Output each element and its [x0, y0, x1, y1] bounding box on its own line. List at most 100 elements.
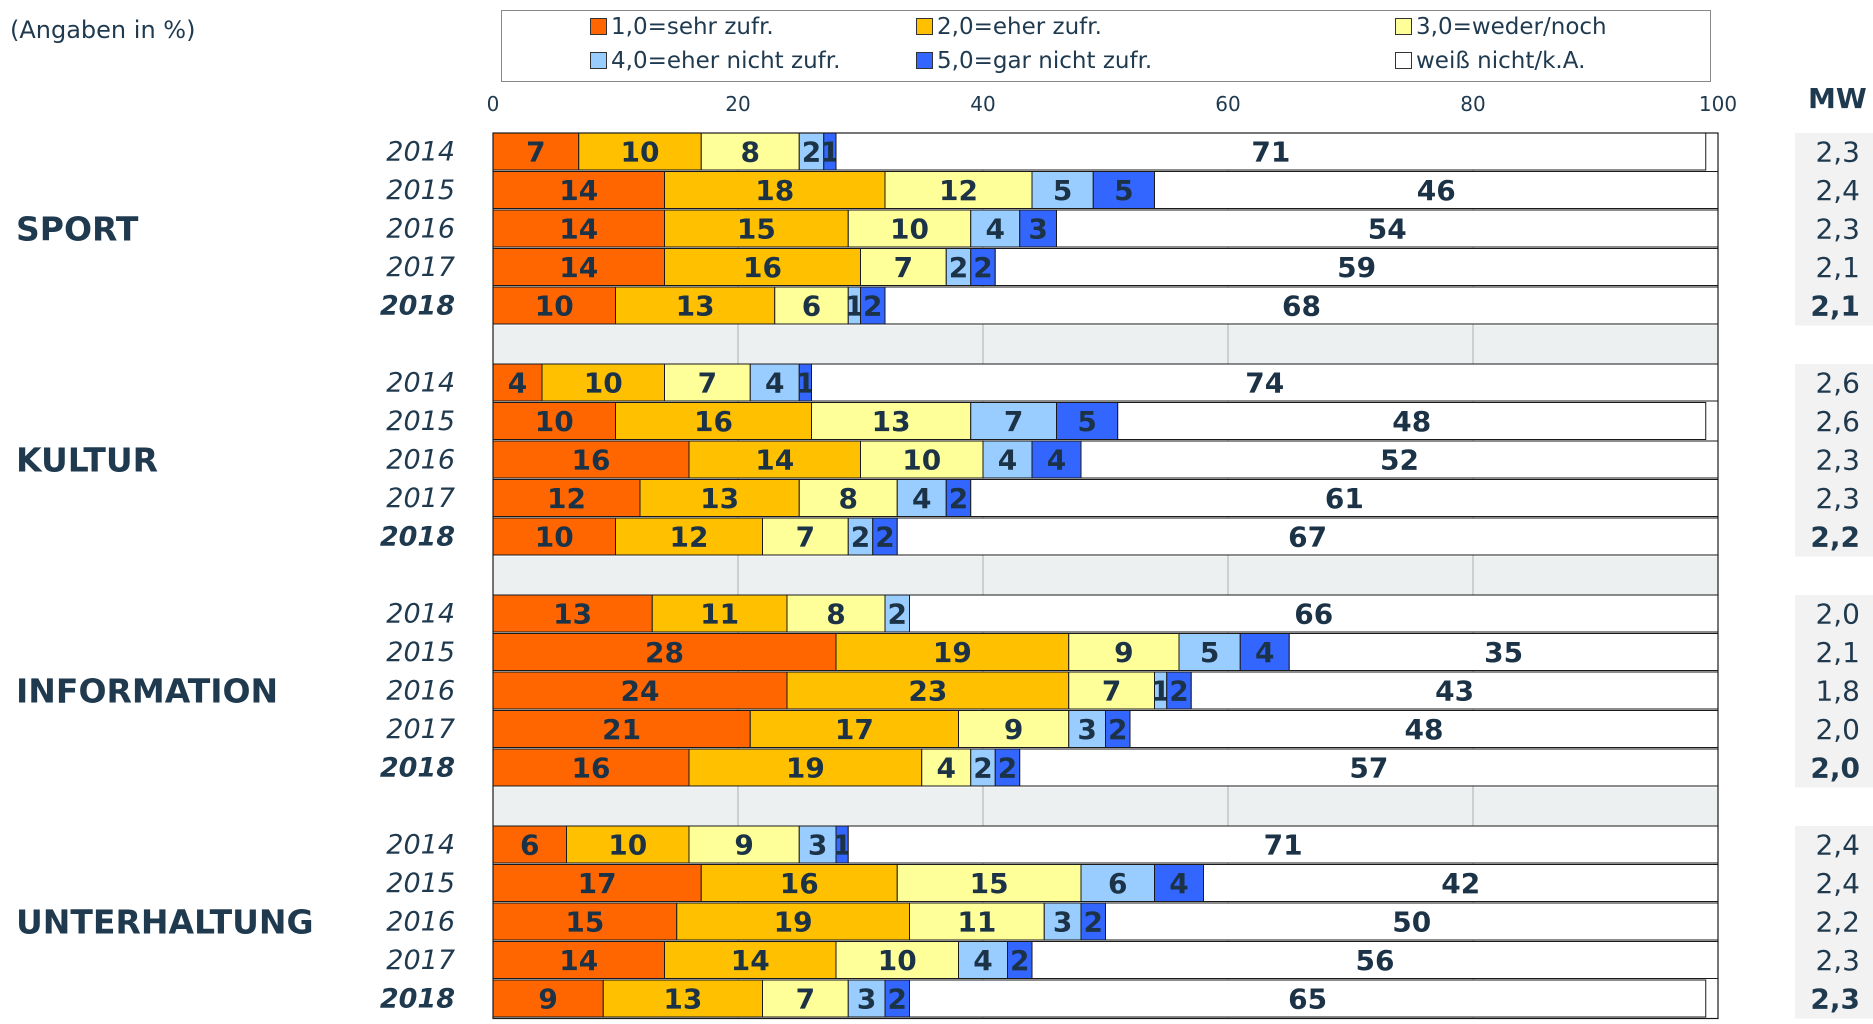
data-label: 16: [743, 251, 782, 284]
year-label: 2014: [386, 599, 455, 630]
data-label: 2: [1108, 713, 1127, 746]
mw-value: 2,3: [1815, 482, 1860, 515]
data-label: 2: [973, 251, 992, 284]
bar-segment: [994, 248, 1719, 286]
data-label: 19: [933, 636, 972, 669]
year-label: 2018: [380, 522, 455, 553]
data-label: 2: [1010, 944, 1029, 977]
group-label: INFORMATION: [16, 671, 278, 710]
mw-value: 2,2: [1815, 906, 1860, 939]
mw-header: MW: [1808, 82, 1867, 115]
mw-value: 2,6: [1815, 405, 1860, 438]
x-tick-label: 20: [725, 92, 750, 116]
bar-segment: [651, 594, 788, 633]
data-label: 7: [796, 521, 815, 554]
data-label: 66: [1294, 598, 1333, 631]
data-label: 1: [820, 136, 839, 169]
data-label: 11: [957, 906, 996, 939]
bar-segment: [921, 748, 972, 787]
bar-segment: [896, 864, 1082, 902]
data-label: 19: [774, 906, 813, 939]
data-label: 21: [602, 713, 641, 746]
mw-value: 2,1: [1815, 251, 1860, 284]
year-label: 2014: [386, 830, 455, 861]
data-label: 57: [1349, 752, 1388, 785]
data-label: 10: [878, 944, 917, 977]
data-label: 10: [535, 521, 574, 554]
x-tick-label: 100: [1699, 92, 1737, 116]
data-label: 56: [1356, 944, 1395, 977]
bar-segment: [762, 517, 849, 556]
legend-label: 1,0=sehr zufr.: [611, 14, 774, 40]
data-label: 7: [894, 251, 913, 284]
bar-segment: [578, 132, 702, 171]
data-label: 14: [731, 944, 770, 977]
bar-segment: [688, 440, 861, 479]
data-label: 23: [908, 675, 947, 708]
data-label: 3: [1077, 713, 1096, 746]
data-label: 12: [547, 482, 586, 515]
data-label: 2: [949, 251, 968, 284]
data-label: 7: [526, 136, 545, 169]
data-label: 5: [1053, 174, 1072, 207]
bar-segment: [602, 979, 763, 1018]
data-label: 24: [621, 675, 660, 708]
bar-segment: [884, 286, 1719, 325]
bar-segment: [994, 748, 1021, 787]
data-label: 48: [1392, 405, 1431, 438]
data-label: 2: [875, 521, 894, 554]
data-label: 5: [1077, 405, 1096, 438]
bar-segment: [492, 979, 604, 1018]
bar-segment: [945, 248, 972, 286]
mw-value: 2,1: [1810, 290, 1860, 323]
data-label: 7: [698, 367, 717, 400]
data-label: 2: [949, 482, 968, 515]
mw-value: 2,4: [1815, 829, 1860, 862]
bar-segment: [492, 209, 665, 248]
data-label: 6: [802, 290, 821, 323]
mw-value: 2,6: [1815, 367, 1860, 400]
year-label: 2016: [386, 445, 455, 476]
data-label: 1: [796, 367, 815, 400]
bar-segment: [1043, 902, 1082, 941]
data-label: 67: [1288, 521, 1327, 554]
data-label: 7: [796, 983, 815, 1016]
data-label: 6: [1108, 867, 1127, 900]
legend-label: 2,0=eher zufr.: [937, 14, 1102, 40]
data-label: 5: [1114, 174, 1133, 207]
bar-segment: [492, 171, 665, 209]
legend-label: 5,0=gar nicht zufr.: [937, 48, 1153, 74]
bar-segment: [1080, 902, 1106, 941]
mw-box: [1795, 826, 1873, 1019]
data-label: 48: [1405, 713, 1444, 746]
bar-segment: [615, 402, 812, 440]
data-label: 71: [1251, 136, 1290, 169]
data-label: 10: [902, 444, 941, 477]
bar-segment: [896, 479, 947, 517]
data-label: 14: [559, 251, 598, 284]
mw-value: 2,4: [1815, 867, 1860, 900]
data-label: 2: [998, 752, 1017, 785]
data-label: 2: [802, 136, 821, 169]
year-label: 2016: [386, 214, 455, 245]
data-label: 50: [1392, 906, 1431, 939]
data-label: 6: [520, 829, 539, 862]
mw-box: [1795, 364, 1873, 557]
data-label: 10: [608, 829, 647, 862]
data-label: 4: [1169, 867, 1188, 900]
bar-segment: [492, 941, 665, 979]
data-label: 35: [1484, 636, 1523, 669]
bar-segment: [1068, 633, 1180, 671]
group-gap: [493, 325, 1718, 364]
bar-segment: [492, 825, 567, 864]
bar-segment: [749, 710, 959, 748]
bar-segment: [492, 633, 837, 671]
data-label: 14: [755, 444, 794, 477]
mw-value: 2,3: [1815, 444, 1860, 477]
bar-segment: [970, 209, 1021, 248]
data-label: 2: [1169, 675, 1188, 708]
data-label: 13: [676, 290, 715, 323]
bar-segment: [492, 710, 751, 748]
legend-item-weder-noch: 3,0=weder/noch: [1395, 14, 1607, 40]
